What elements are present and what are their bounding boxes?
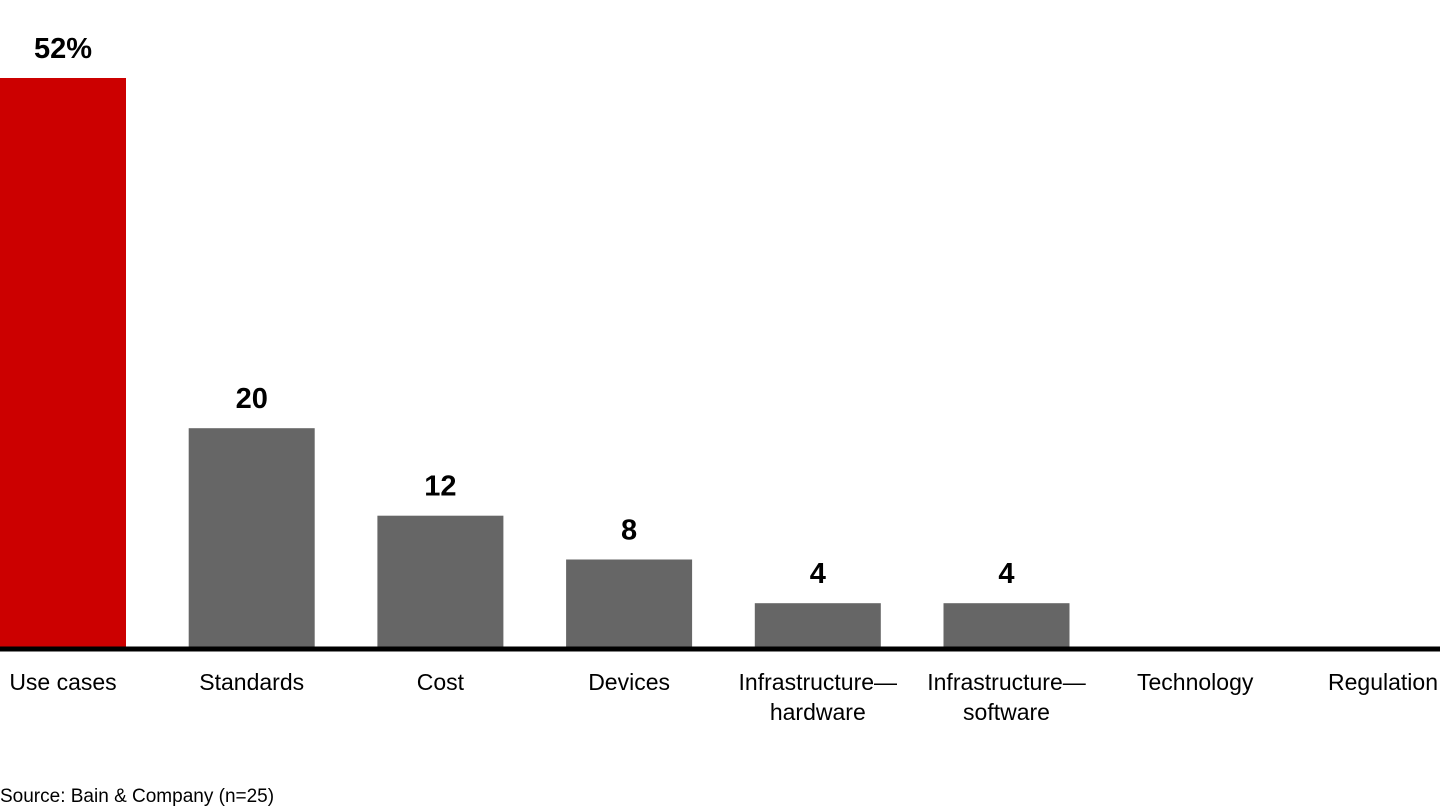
category-label-5: Infrastructure— hardware — [739, 669, 898, 725]
bar-1 — [0, 78, 126, 647]
bar-value-label-5: 4 — [810, 558, 826, 590]
category-label-7: Technology — [1137, 669, 1254, 695]
category-label-8: Regulation — [1328, 669, 1438, 695]
bar-value-label-3: 12 — [424, 471, 456, 503]
bar-chart: 52% Use cases 20 Standards 12 Cost 8 Devices 4 In… — [0, 33, 1440, 725]
bar-4 — [566, 559, 693, 647]
bar-6 — [943, 603, 1070, 647]
bar-value-label-2: 20 — [236, 383, 268, 415]
category-label-4: Devices — [588, 669, 670, 695]
bar-2 — [188, 428, 315, 647]
category-label-2: Standards — [199, 669, 304, 695]
bar-value-label-1: 52% — [34, 33, 92, 65]
source-note: Source: Bain & Company (n=25) — [0, 786, 275, 807]
category-label-6: Infrastructure— software — [927, 669, 1086, 725]
bar-5 — [754, 603, 881, 647]
category-label-1: Use cases — [9, 669, 116, 695]
bar-3 — [377, 515, 504, 647]
bar-value-label-4: 8 — [621, 515, 637, 547]
category-label-3: Cost — [417, 669, 465, 695]
bar-value-label-6: 4 — [998, 558, 1014, 590]
